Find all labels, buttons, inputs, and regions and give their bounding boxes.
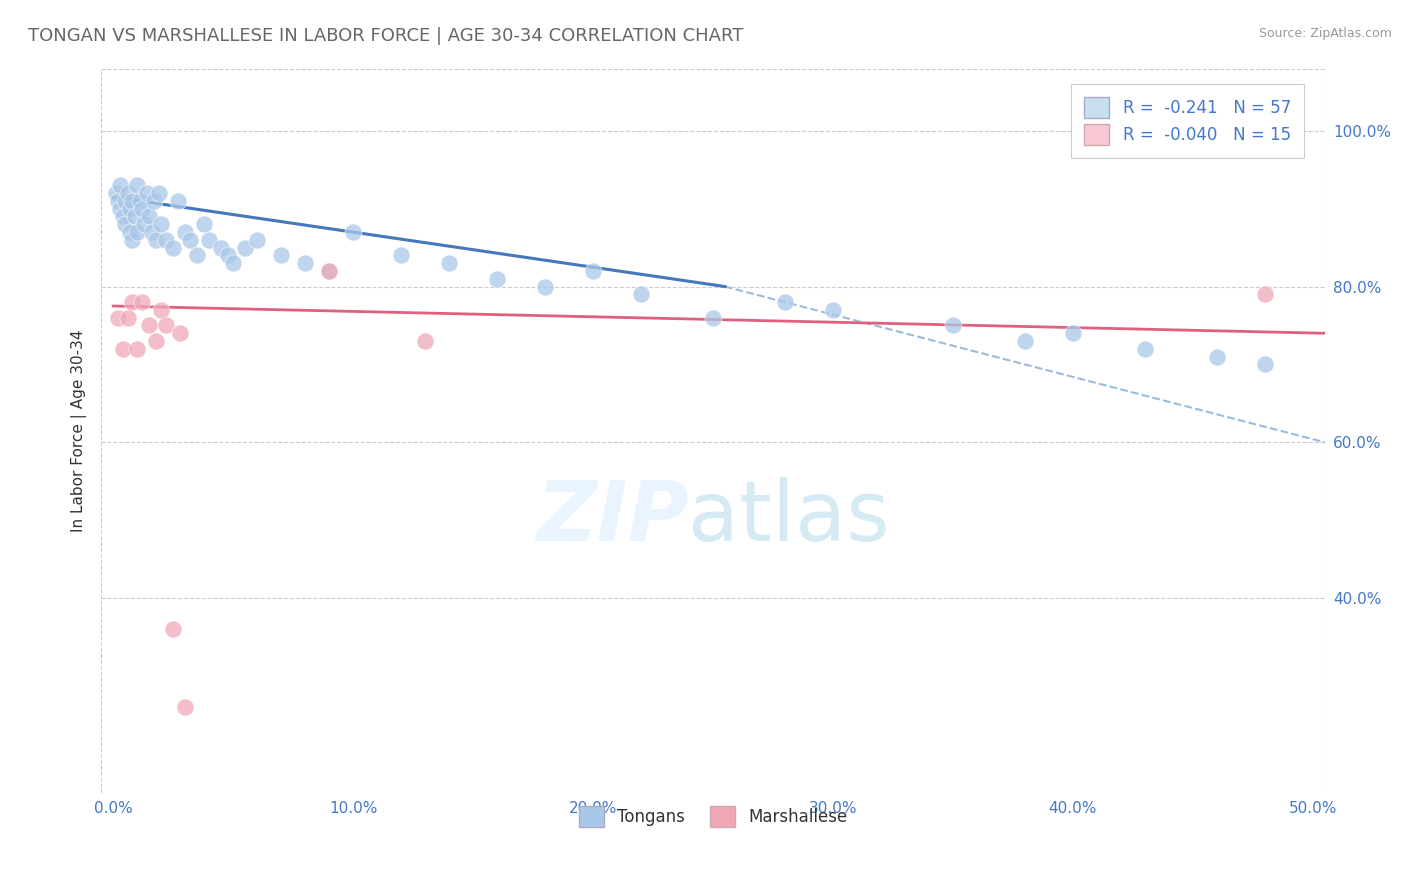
Point (233, 241, 256, 255)
Point (150, 302, 173, 317)
Point (162, 622, 184, 636)
Point (118, 225, 141, 239)
Point (485, 272, 508, 286)
Point (135, 186, 157, 200)
Point (162, 241, 184, 255)
Point (198, 233, 221, 247)
Point (155, 318, 177, 333)
Point (114, 217, 136, 231)
Point (110, 202, 132, 216)
Point (118, 202, 141, 216)
Text: Source: ZipAtlas.com: Source: ZipAtlas.com (1258, 27, 1392, 40)
Point (270, 248, 292, 262)
Point (702, 310, 724, 325)
Legend: Tongans, Marshallese: Tongans, Marshallese (571, 798, 856, 835)
Point (942, 318, 965, 333)
Point (821, 302, 844, 317)
Point (1133, 342, 1156, 356)
Text: ZIP: ZIP (536, 477, 689, 558)
Point (318, 264, 340, 278)
Point (121, 194, 143, 208)
Point (1062, 326, 1084, 341)
Point (179, 233, 201, 247)
Point (174, 225, 197, 239)
Point (342, 225, 364, 239)
Text: atlas: atlas (689, 477, 890, 558)
Point (111, 342, 134, 356)
Point (107, 194, 129, 208)
Point (138, 210, 160, 224)
Point (222, 256, 245, 270)
Point (145, 334, 167, 348)
Point (124, 210, 146, 224)
Point (174, 700, 197, 714)
Point (107, 310, 129, 325)
Point (121, 233, 143, 247)
Point (127, 342, 149, 356)
Point (111, 210, 134, 224)
Point (138, 318, 160, 333)
Point (121, 295, 143, 310)
Point (145, 233, 167, 247)
Point (246, 233, 269, 247)
Point (117, 186, 139, 200)
Point (773, 295, 796, 310)
Point (110, 178, 132, 193)
Point (1205, 350, 1227, 364)
Point (1253, 358, 1275, 372)
Point (150, 217, 173, 231)
Point (142, 194, 165, 208)
Point (167, 194, 190, 208)
Point (128, 194, 150, 208)
Point (217, 248, 239, 262)
Point (413, 334, 436, 348)
Point (134, 217, 156, 231)
Point (534, 279, 557, 293)
Point (437, 256, 460, 270)
Point (186, 248, 208, 262)
Point (169, 326, 191, 341)
Point (131, 202, 153, 216)
Point (104, 186, 127, 200)
Point (193, 217, 215, 231)
Point (294, 256, 316, 270)
Y-axis label: In Labor Force | Age 30-34: In Labor Force | Age 30-34 (72, 329, 87, 532)
Point (318, 264, 340, 278)
Point (209, 241, 232, 255)
Point (131, 295, 153, 310)
Point (117, 310, 139, 325)
Point (148, 186, 170, 200)
Point (114, 194, 136, 208)
Point (127, 225, 149, 239)
Text: TONGAN VS MARSHALLESE IN LABOR FORCE | AGE 30-34 CORRELATION CHART: TONGAN VS MARSHALLESE IN LABOR FORCE | A… (28, 27, 744, 45)
Point (1014, 334, 1036, 348)
Point (127, 178, 149, 193)
Point (141, 225, 163, 239)
Point (389, 248, 412, 262)
Point (630, 287, 652, 301)
Point (582, 264, 605, 278)
Point (155, 233, 177, 247)
Point (1253, 287, 1275, 301)
